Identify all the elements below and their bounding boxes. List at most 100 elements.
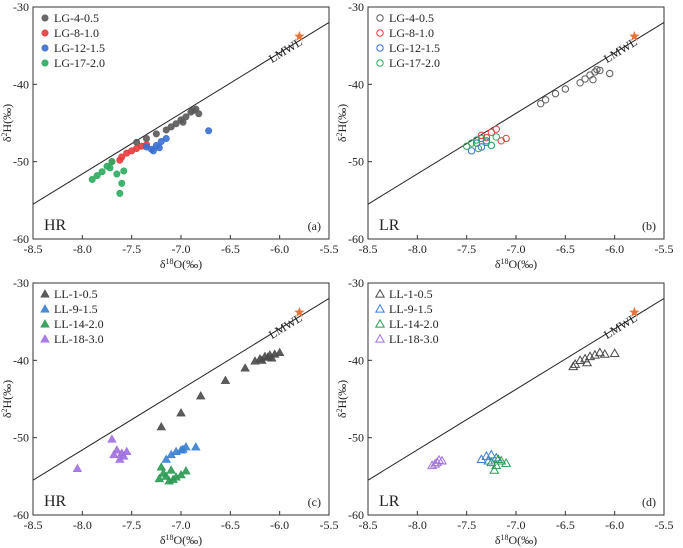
- data-point: [116, 189, 124, 197]
- x-axis-label: δ18O(‰): [495, 257, 537, 272]
- data-point: [536, 99, 545, 108]
- legend-label: LL-18-3.0: [389, 332, 439, 346]
- y-tick-label: -60: [13, 508, 29, 522]
- legend-marker: [40, 289, 50, 298]
- data-point: [487, 128, 496, 136]
- data-point: [487, 141, 496, 150]
- x-tick-label: -5.5: [655, 518, 674, 532]
- lmwl-line: [33, 298, 329, 481]
- data-point: [181, 466, 191, 475]
- y-tick-label: -60: [348, 232, 364, 246]
- data-point: [88, 175, 96, 183]
- data-point: [593, 65, 601, 74]
- series-lg-17-2.0: [462, 133, 500, 153]
- data-point: [589, 349, 600, 359]
- lmwl-label: LMWL: [601, 311, 640, 342]
- data-point: [250, 356, 260, 365]
- series-lg-4-0.5: [536, 65, 614, 108]
- data-point: [472, 136, 481, 144]
- series-ll-1-0.5: [568, 347, 620, 371]
- data-point: [176, 408, 186, 417]
- data-point: [589, 75, 597, 84]
- x-tick-label: -8.0: [73, 242, 92, 256]
- y-axis-label: δ2H(‰): [335, 104, 350, 142]
- lmwl-label: LMWL: [266, 311, 305, 342]
- x-tick-label: -6.5: [221, 242, 240, 256]
- legend-marker: [374, 318, 386, 328]
- data-point: [427, 460, 438, 470]
- x-tick-label: -7.0: [507, 518, 526, 532]
- panel-label: (b): [642, 219, 656, 233]
- series-ll-9-1.5: [161, 442, 201, 463]
- x-tick-label: -6.0: [605, 242, 624, 256]
- data-point: [436, 455, 448, 465]
- legend-label: LG-12-1.5: [389, 41, 440, 55]
- legend: LG-4-0.5LG-8-1.0LG-12-1.5LG-17-2.0: [376, 11, 440, 70]
- data-point: [581, 75, 589, 83]
- x-tick-label: -6.5: [556, 518, 575, 532]
- data-point: [493, 454, 504, 463]
- star-marker: [629, 306, 640, 317]
- x-tick-label: -8.0: [408, 518, 427, 532]
- region-label: LR: [379, 493, 400, 510]
- panel-label: (a): [308, 219, 321, 233]
- legend-label: LG-12-1.5: [54, 41, 105, 55]
- region-label: LR: [379, 217, 400, 234]
- data-point: [142, 143, 150, 151]
- data-point: [162, 134, 170, 142]
- legend-marker: [40, 319, 50, 328]
- data-point: [581, 357, 593, 367]
- legend-label: LG-4-0.5: [389, 11, 434, 25]
- data-point: [257, 355, 267, 364]
- data-point: [594, 347, 605, 357]
- data-point: [191, 442, 201, 451]
- data-point: [120, 167, 128, 175]
- data-point: [156, 462, 166, 471]
- data-point: [149, 147, 157, 155]
- series-ll-1-0.5: [156, 347, 285, 431]
- data-point: [115, 454, 125, 463]
- x-tick-label: -6.0: [605, 518, 624, 532]
- data-point: [541, 96, 550, 104]
- series-lg-8-1.0: [477, 125, 510, 145]
- x-tick-label: -6.5: [221, 518, 240, 532]
- legend-marker: [374, 333, 386, 343]
- y-tick-label: -30: [13, 276, 29, 290]
- x-tick-label: -8.5: [359, 242, 378, 256]
- lmwl-label: LMWL: [266, 35, 305, 66]
- legend-label: LG-8-1.0: [389, 26, 434, 40]
- legend-marker: [41, 44, 49, 52]
- data-point: [112, 445, 122, 454]
- data-point: [196, 391, 206, 400]
- y-tick-label: -50: [13, 431, 29, 445]
- panel-label: (c): [308, 495, 321, 509]
- data-point: [568, 361, 579, 371]
- y-tick-label: -40: [348, 77, 364, 91]
- x-tick-label: -8.5: [359, 518, 378, 532]
- legend-marker: [376, 59, 384, 67]
- panel-d: -8.5 -8.0 -7.5 -7.0 -6.5 -6.0 -5.5 -30 -40 -50 -60…: [335, 276, 674, 547]
- legend-label: LG-4-0.5: [54, 11, 99, 25]
- y-axis-label: δ2H(‰): [0, 104, 14, 142]
- data-point: [168, 474, 178, 483]
- data-point: [157, 138, 165, 146]
- data-point: [156, 422, 166, 431]
- data-point: [433, 454, 445, 464]
- series-ll-14-2.0: [486, 454, 512, 474]
- legend-label: LL-1-0.5: [54, 287, 98, 301]
- legend-label: LL-14-2.0: [389, 317, 439, 331]
- lmwl-line: [33, 22, 329, 205]
- legend: LL-1-0.5LL-9-1.5LL-14-2.0LL-18-3.0: [374, 287, 439, 346]
- y-tick-label: -50: [13, 155, 29, 169]
- series-lg-4-0.5: [133, 105, 203, 146]
- x-tick-label: -8.0: [408, 242, 427, 256]
- legend-label: LL-1-0.5: [389, 287, 433, 301]
- x-tick-label: -7.0: [172, 242, 191, 256]
- data-point: [161, 471, 171, 480]
- data-point: [172, 120, 180, 128]
- data-point: [182, 113, 190, 121]
- y-tick-label: -30: [348, 0, 364, 14]
- data-point: [106, 164, 114, 172]
- x-axis-label: δ18O(‰): [160, 257, 202, 272]
